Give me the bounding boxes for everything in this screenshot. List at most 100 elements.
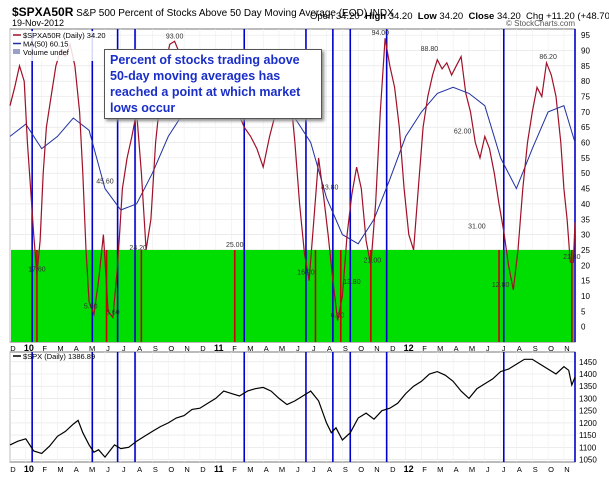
y-tick-label: 20	[581, 261, 590, 270]
point-label: 62.00	[454, 128, 472, 135]
lower-vertical-lines	[31, 352, 576, 462]
x-tick-label: O	[358, 465, 364, 474]
x-tick-label: 12	[404, 343, 414, 353]
y-tick-label: 1250	[579, 407, 597, 416]
x-tick-label: A	[454, 344, 459, 353]
x-tick-label: M	[469, 465, 475, 474]
point-label: 21.00	[364, 257, 382, 264]
x-tick-label: M	[437, 465, 443, 474]
legend-entry: MA(50) 60.15	[23, 40, 68, 49]
y-tick-label: 1300	[579, 394, 597, 403]
y-tick-label: 50	[581, 169, 590, 178]
point-label: 3.60	[106, 309, 120, 316]
x-tick-label: O	[548, 344, 554, 353]
lower-series	[9, 358, 576, 459]
upper-x-axis: D 10 F M A M J J A S O N D 11 F M A M J J A S O N D 12 F M A M J J A S O N	[10, 343, 569, 353]
x-tick-label: M	[57, 465, 63, 474]
y-tick-label: 45	[581, 185, 590, 194]
low-label: Low	[417, 11, 437, 22]
upper-y-axis: 0 5 10 15 20 25 30 35 40 45 50 55 60 65 70 75 80 85 90 95	[581, 31, 590, 332]
x-tick-label: M	[247, 465, 253, 474]
lower-x-axis: D 10 F M A M J J A S O N D 11 F M A M J J A S O N D 12 F M A M J J A S O N	[10, 464, 569, 474]
y-tick-label: 1450	[579, 358, 597, 367]
spx-line	[9, 358, 576, 459]
point-label: 93.00	[166, 33, 184, 40]
x-tick-label: F	[232, 465, 237, 474]
x-tick-label: S	[343, 344, 348, 353]
point-label: 17.60	[28, 266, 46, 273]
x-tick-label: J	[106, 465, 110, 474]
x-tick-label: D	[10, 465, 16, 474]
chart-title: S&P 500 Percent of Stocks Above 50 Day M…	[76, 8, 368, 19]
y-tick-label: 1200	[579, 419, 597, 428]
x-tick-label: D	[390, 465, 396, 474]
chart-symbol: $SPXA50R	[12, 5, 74, 19]
y-tick-label: 5	[581, 307, 586, 316]
ohlc-readout: Open 34.20 High 34.20 Low 34.20 Close 34…	[310, 11, 609, 22]
point-label: 25.00	[226, 242, 244, 249]
x-tick-label: F	[422, 344, 427, 353]
x-tick-label: J	[486, 344, 490, 353]
x-tick-label: M	[89, 465, 95, 474]
y-tick-label: 15	[581, 277, 590, 286]
point-label: 24.20	[129, 245, 147, 252]
x-tick-label: F	[42, 465, 47, 474]
x-tick-label: M	[89, 344, 95, 353]
point-label: 86.20	[539, 54, 557, 61]
x-tick-label: N	[374, 344, 379, 353]
legend-swatch	[13, 49, 20, 54]
upper-point-labels: 17.60 5.60 45.60 3.60 24.20 93.00 25.00 16.20 43…	[28, 30, 581, 319]
x-tick-label: S	[343, 465, 348, 474]
y-tick-label: 25	[581, 246, 590, 255]
x-tick-label: A	[74, 344, 79, 353]
legend-entry: $SPX (Daily) 1386.89	[23, 352, 95, 361]
x-tick-label: A	[137, 344, 142, 353]
x-tick-label: D	[200, 344, 206, 353]
chg-label: Chg	[526, 11, 544, 22]
chg-value: +11.20 (+48.70%)	[546, 11, 609, 22]
y-tick-label: 1050	[579, 456, 597, 465]
y-tick-label: 1350	[579, 382, 597, 391]
y-tick-label: 35	[581, 215, 590, 224]
legend-entry: $SPXA50R (Daily) 34.20	[23, 31, 106, 40]
x-tick-label: 12	[404, 464, 414, 474]
high-label: High	[364, 11, 387, 22]
x-tick-label: A	[74, 465, 79, 474]
x-tick-label: A	[264, 465, 269, 474]
x-tick-label: M	[437, 344, 443, 353]
x-tick-label: A	[137, 465, 142, 474]
y-tick-label: 55	[581, 154, 590, 163]
x-tick-label: J	[312, 465, 316, 474]
x-tick-label: N	[564, 465, 569, 474]
y-tick-label: 95	[581, 31, 590, 40]
x-tick-label: N	[374, 465, 379, 474]
point-label: 13.80	[343, 279, 361, 286]
x-tick-label: J	[502, 344, 506, 353]
y-tick-label: 40	[581, 200, 590, 209]
y-tick-label: 10	[581, 292, 590, 301]
y-tick-label: 60	[581, 139, 590, 148]
x-tick-label: J	[486, 465, 490, 474]
low-value: 34.20	[439, 11, 464, 22]
y-tick-label: 85	[581, 62, 590, 71]
x-tick-label: F	[42, 344, 47, 353]
x-tick-label: D	[390, 344, 396, 353]
x-tick-label: 11	[214, 343, 224, 353]
y-tick-label: 80	[581, 77, 590, 86]
chart-exchange: INDX	[369, 8, 394, 19]
x-tick-label: O	[168, 344, 174, 353]
x-tick-label: M	[57, 344, 63, 353]
point-label: 43.80	[321, 184, 339, 191]
x-tick-label: A	[264, 344, 269, 353]
point-label: 31.00	[468, 224, 486, 231]
x-tick-label: M	[279, 465, 285, 474]
y-tick-label: 1150	[579, 431, 597, 440]
x-tick-label: J	[296, 465, 300, 474]
x-tick-label: A	[517, 465, 522, 474]
y-tick-label: 75	[581, 93, 590, 102]
x-tick-label: D	[10, 344, 16, 353]
x-tick-label: O	[168, 465, 174, 474]
x-tick-label: A	[517, 344, 522, 353]
lower-panel-frame	[9, 351, 576, 463]
